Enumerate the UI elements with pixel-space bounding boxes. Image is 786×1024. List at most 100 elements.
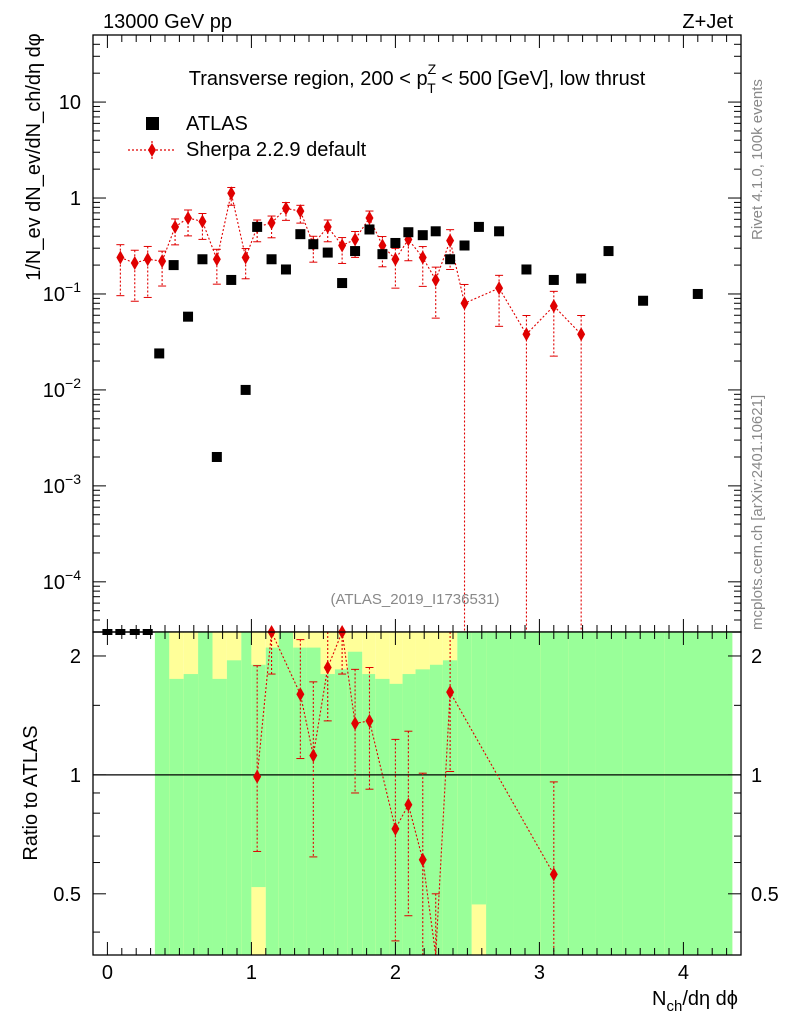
green-band	[265, 647, 279, 955]
sherpa-point	[241, 250, 250, 265]
sherpa-point	[184, 210, 193, 225]
sherpa-point	[212, 252, 221, 267]
atlas-point	[548, 274, 559, 285]
sherpa-point	[323, 219, 332, 234]
atlas-point	[403, 227, 414, 238]
sherpa-point	[365, 210, 374, 225]
sherpa-point	[158, 254, 167, 269]
green-band	[347, 651, 363, 955]
sherpa-point	[143, 252, 152, 267]
green-band	[595, 632, 623, 955]
green-band	[362, 674, 376, 955]
ratio-y-tick-label-left: 0.5	[53, 884, 81, 906]
ratio-y-tick-label-left: 2	[70, 646, 81, 668]
ratio-point	[549, 867, 558, 882]
atlas-point	[459, 240, 470, 251]
sherpa-point	[418, 250, 427, 265]
atlas-point	[377, 249, 388, 260]
main-y-tick-label: 10−1	[43, 279, 81, 306]
sherpa-point	[391, 252, 400, 267]
atlas-point	[252, 221, 263, 232]
atlas-point	[240, 384, 251, 395]
watermark: (ATLAS_2019_I1736531)	[330, 591, 499, 608]
ratio-x-ticks: 0 1 2 3 4	[92, 632, 742, 984]
main-y-tick-label: 10−4	[43, 567, 81, 594]
green-band	[154, 632, 170, 955]
sherpa-point	[116, 250, 125, 265]
atlas-point	[576, 273, 587, 284]
ratio-y-ticks: 0.5 0.5 1 1 2 2	[53, 646, 779, 933]
main-y-axis-label: 1/N_ev dN_ev/dN_ch/dη dφ	[23, 33, 45, 281]
legend: ATLAS Sherpa 2.2.9 default	[128, 113, 367, 161]
green-band	[293, 647, 307, 955]
atlas-point	[168, 260, 179, 271]
header-right: Z+Jet	[682, 11, 733, 33]
green-band	[415, 669, 430, 955]
main-x-ticks	[92, 35, 742, 632]
atlas-point	[183, 311, 194, 322]
green-band	[513, 632, 541, 955]
green-band	[486, 632, 514, 955]
ratio-point	[365, 713, 374, 728]
green-band	[320, 674, 335, 955]
mc-series	[116, 186, 586, 632]
main-y-ticks: 10−4 10−3 10−2 10−1 1 10	[43, 34, 741, 633]
legend-atlas-label: ATLAS	[186, 113, 248, 135]
ratio-point	[323, 660, 332, 675]
atlas-point	[494, 226, 505, 237]
ratio-point	[418, 852, 427, 867]
x-tick-label: 0	[102, 962, 113, 984]
ratio-y-tick-label-right: 2	[751, 646, 762, 668]
main-y-tick-label: 10	[59, 92, 81, 114]
ratio-y-axis-label: Ratio to ATLAS	[20, 725, 42, 860]
ratio-y-tick-label-left: 1	[70, 765, 81, 787]
atlas-point	[473, 221, 484, 232]
green-band	[540, 632, 569, 955]
green-band	[212, 678, 227, 955]
x-tick-label: 1	[246, 962, 257, 984]
ratio-y-tick-label-right: 0.5	[751, 884, 779, 906]
green-band	[169, 678, 184, 955]
x-axis-label: Nch/dη dϕ	[652, 988, 738, 1015]
main-y-tick-label: 1	[70, 188, 81, 210]
green-band	[664, 632, 733, 955]
ratio-y-tick-label-right: 1	[751, 765, 762, 787]
atlas-point	[154, 348, 165, 359]
sherpa-point	[351, 232, 360, 247]
ratio-frame	[92, 631, 742, 956]
sherpa-point	[431, 272, 440, 287]
sherpa-point	[227, 186, 236, 201]
atlas-point	[337, 278, 348, 289]
green-band	[568, 632, 596, 955]
ratio-series	[253, 625, 558, 956]
ratio-point	[391, 821, 400, 836]
green-band	[198, 632, 213, 955]
ratio-point	[253, 769, 262, 784]
sherpa-point	[522, 327, 531, 342]
legend-atlas-marker	[146, 117, 159, 130]
green-band	[389, 683, 403, 955]
plot-title: Transverse region, 200 < pZ T < 500 [GeV]…	[189, 61, 646, 96]
main-y-tick-label: 10−2	[43, 375, 81, 402]
atlas-point	[417, 230, 428, 241]
ratio-point	[296, 687, 305, 702]
ratio-point	[351, 716, 360, 731]
atlas-point	[226, 274, 237, 285]
green-band	[375, 678, 390, 955]
ratio-line	[256, 629, 555, 956]
legend-sherpa-marker	[148, 143, 156, 157]
ratio-point	[446, 685, 455, 700]
legend-sherpa-label: Sherpa 2.2.9 default	[186, 139, 367, 161]
sherpa-point	[495, 281, 504, 296]
atlas-point	[295, 229, 306, 240]
ratio-panel: 0.5 0.5 1 1 2 2 0 1 2 3 4	[53, 625, 779, 984]
atlas-point	[322, 247, 333, 258]
atlas-point	[603, 246, 614, 257]
sherpa-point	[198, 214, 207, 229]
green-band	[457, 632, 472, 955]
sherpa-point	[171, 219, 180, 234]
sherpa-point	[577, 327, 586, 342]
sherpa-point	[281, 201, 290, 216]
main-panel: 10−4 10−3 10−2 10−1 1 10 Transverse region, 2…	[43, 34, 742, 635]
